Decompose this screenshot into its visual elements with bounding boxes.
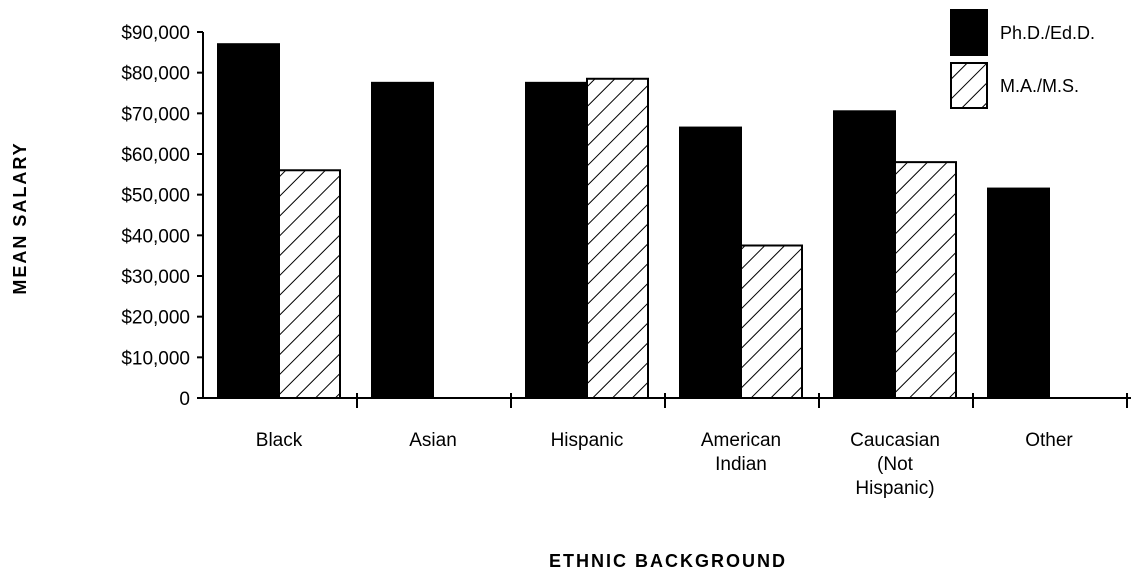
bar-phd — [371, 81, 434, 399]
legend-swatch-phd — [950, 9, 988, 56]
category-label: American Indian — [701, 430, 781, 475]
y-tick-label: $40,000 — [121, 226, 190, 247]
legend-label-phd: Ph.D./Ed.D. — [1000, 23, 1095, 43]
y-tick-label: 0 — [179, 389, 190, 410]
y-ticks-group: 0 $10,000 $20,000 $30,000 $40,000 $50,000 $60,… — [121, 23, 1128, 410]
y-tick-label: $30,000 — [121, 267, 190, 288]
legend-label-ma: M.A./M.S. — [1000, 76, 1079, 96]
x-labels-group: Black Asian Hispanic American Indian Caucasia… — [256, 430, 1074, 499]
y-axis-title: MEAN SALARY — [10, 141, 30, 294]
bar-ma — [740, 244, 803, 399]
y-tick-label: $80,000 — [121, 64, 190, 85]
legend-swatch-ma — [950, 62, 988, 109]
legend: Ph.D./Ed.D. M.A./M.S. — [950, 9, 1095, 109]
y-tick-label: $70,000 — [121, 104, 190, 125]
category-label: Black — [256, 430, 303, 451]
bar-phd — [217, 43, 280, 399]
x-axis-title: ETHNIC BACKGROUND — [549, 551, 787, 571]
y-tick-label: $60,000 — [121, 145, 190, 166]
bar-ma — [894, 161, 957, 399]
bar-phd — [833, 110, 896, 400]
category-label: Other — [1025, 430, 1073, 451]
y-tick-label: $90,000 — [121, 23, 190, 44]
category-label: Hispanic — [551, 430, 624, 451]
bar-phd — [525, 81, 588, 399]
category-label: Caucasian (Not Hispanic) — [850, 430, 940, 499]
category-label: Asian — [409, 430, 457, 451]
bar-phd — [987, 187, 1050, 399]
bars-group — [217, 43, 1050, 400]
y-tick-label: $50,000 — [121, 186, 190, 207]
bar-ma — [586, 77, 649, 400]
y-tick-label: $10,000 — [121, 348, 190, 369]
bar-phd — [679, 126, 742, 399]
y-tick-label: $20,000 — [121, 308, 190, 329]
bar-ma — [278, 169, 341, 399]
